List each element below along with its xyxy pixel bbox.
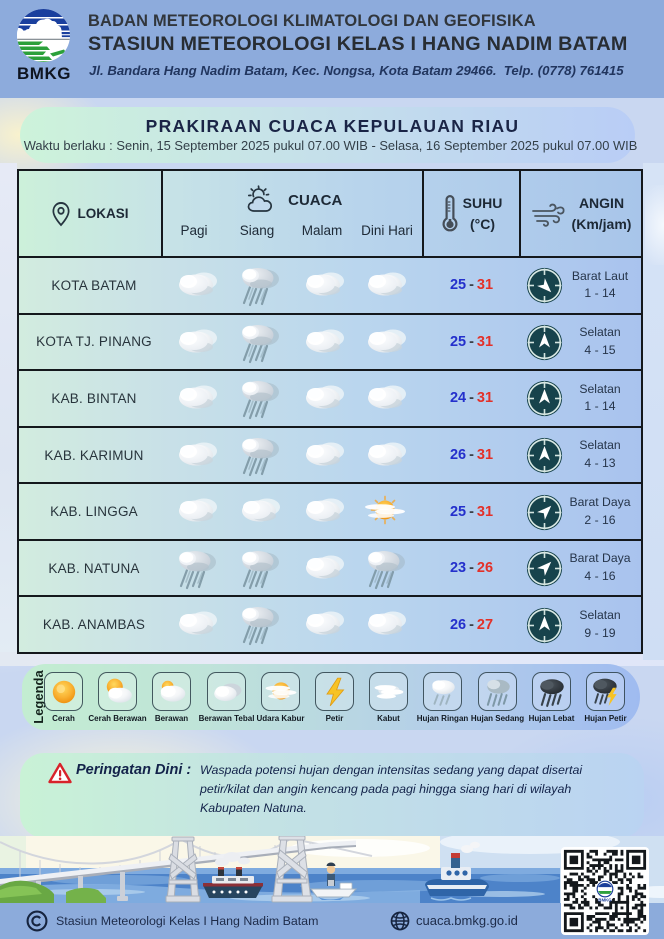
svg-text:BMKG: BMKG <box>598 897 612 902</box>
